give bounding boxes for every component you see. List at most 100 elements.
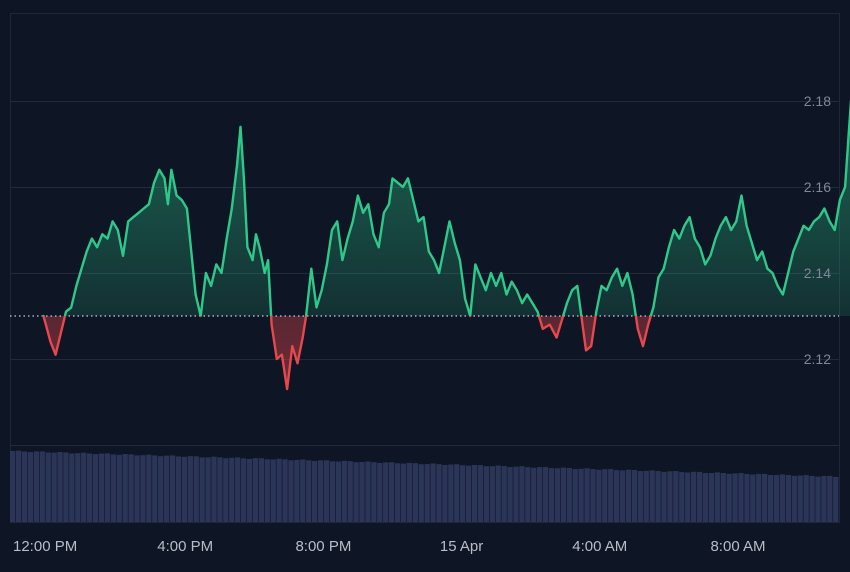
volume-bar	[578, 469, 583, 522]
volume-bar	[229, 458, 234, 522]
volume-bars	[10, 451, 838, 522]
volume-bar	[182, 457, 187, 522]
volume-bar	[223, 458, 228, 522]
volume-bar	[22, 452, 27, 522]
volume-bar	[721, 473, 726, 522]
volume-bar	[57, 452, 62, 522]
volume-bar	[655, 471, 660, 522]
x-axis-ticks: 12:00 PM 4:00 PM 8:00 PM 15 Apr 4:00 AM 8:00 …	[13, 538, 766, 555]
volume-bar	[34, 451, 39, 522]
volume-bar	[632, 470, 637, 522]
volume-bar	[395, 463, 400, 522]
volume-bar	[69, 453, 74, 522]
volume-bar	[448, 465, 453, 522]
volume-bar	[265, 459, 270, 522]
volume-bar	[419, 464, 424, 522]
volume-bar	[28, 452, 33, 522]
volume-bar	[638, 471, 643, 522]
volume-bar	[75, 453, 80, 522]
volume-bar	[312, 461, 317, 522]
volume-bar	[786, 475, 791, 522]
volume-bar	[661, 472, 666, 522]
volume-bar	[353, 462, 358, 522]
volume-bar	[194, 456, 199, 522]
x-tick-label: 4:00 AM	[572, 538, 627, 555]
volume-bar	[792, 476, 797, 522]
volume-bar	[608, 469, 613, 522]
volume-bar	[99, 454, 104, 522]
volume-bar	[567, 468, 572, 522]
volume-bar	[235, 457, 240, 522]
volume-bar	[282, 459, 287, 522]
volume-bar	[259, 458, 264, 522]
volume-bar	[798, 476, 803, 522]
volume-bar	[158, 456, 163, 522]
volume-bar	[241, 458, 246, 522]
volume-bar	[466, 466, 471, 522]
volume-bar	[40, 451, 45, 522]
volume-bar	[199, 457, 204, 522]
volume-bar	[756, 474, 761, 522]
volume-bar	[602, 469, 607, 522]
volume-bar	[460, 465, 465, 522]
volume-bar	[673, 471, 678, 522]
volume-bar	[425, 464, 430, 522]
volume-bar	[377, 463, 382, 522]
volume-bar	[827, 476, 832, 522]
volume-bar	[217, 457, 222, 522]
volume-bar	[614, 470, 619, 522]
volume-bar	[501, 466, 506, 522]
volume-bar	[383, 462, 388, 522]
volume-bar	[152, 455, 157, 522]
y-tick-label: 2.18	[804, 93, 831, 109]
volume-bar	[10, 451, 15, 522]
volume-bar	[271, 459, 276, 522]
x-tick-label: 8:00 PM	[295, 538, 351, 555]
volume-bar	[348, 461, 353, 522]
volume-bar	[626, 470, 631, 522]
volume-bar	[774, 475, 779, 522]
x-tick-label: 12:00 PM	[13, 538, 77, 555]
volume-bar	[211, 457, 216, 522]
volume-bar	[371, 462, 376, 522]
volume-bar	[821, 476, 826, 522]
x-tick-label: 8:00 AM	[710, 538, 765, 555]
volume-bar	[342, 461, 347, 522]
y-tick-label: 2.16	[804, 179, 831, 195]
volume-bar	[472, 465, 477, 522]
x-tick-label: 4:00 PM	[157, 538, 213, 555]
volume-bar	[815, 477, 820, 522]
volume-bar	[543, 467, 548, 522]
volume-bar	[146, 455, 151, 522]
volume-bar	[93, 454, 98, 522]
volume-bar	[87, 453, 92, 522]
volume-bar	[738, 473, 743, 522]
volume-bar	[750, 475, 755, 522]
volume-bar	[389, 462, 394, 522]
volume-bar	[134, 455, 139, 522]
volume-bar	[401, 464, 406, 522]
volume-bar	[442, 465, 447, 522]
x-tick-label: 15 Apr	[440, 538, 483, 555]
volume-bar	[584, 468, 589, 522]
area-fill-up	[44, 101, 850, 389]
volume-bar	[667, 471, 672, 522]
volume-bar	[484, 466, 489, 522]
volume-bar	[46, 453, 51, 522]
volume-bar	[111, 454, 116, 522]
volume-bar	[703, 473, 708, 522]
volume-bar	[762, 474, 767, 522]
volume-bar	[809, 476, 814, 522]
volume-bar	[644, 471, 649, 522]
volume-bar	[188, 456, 193, 522]
volume-bar	[555, 468, 560, 522]
volume-bar	[596, 470, 601, 522]
volume-bar	[803, 475, 808, 522]
volume-bar	[744, 474, 749, 522]
volume-bar	[324, 460, 329, 522]
volume-bar	[140, 455, 145, 522]
volume-bar	[336, 462, 341, 522]
volume-bar	[176, 456, 181, 522]
